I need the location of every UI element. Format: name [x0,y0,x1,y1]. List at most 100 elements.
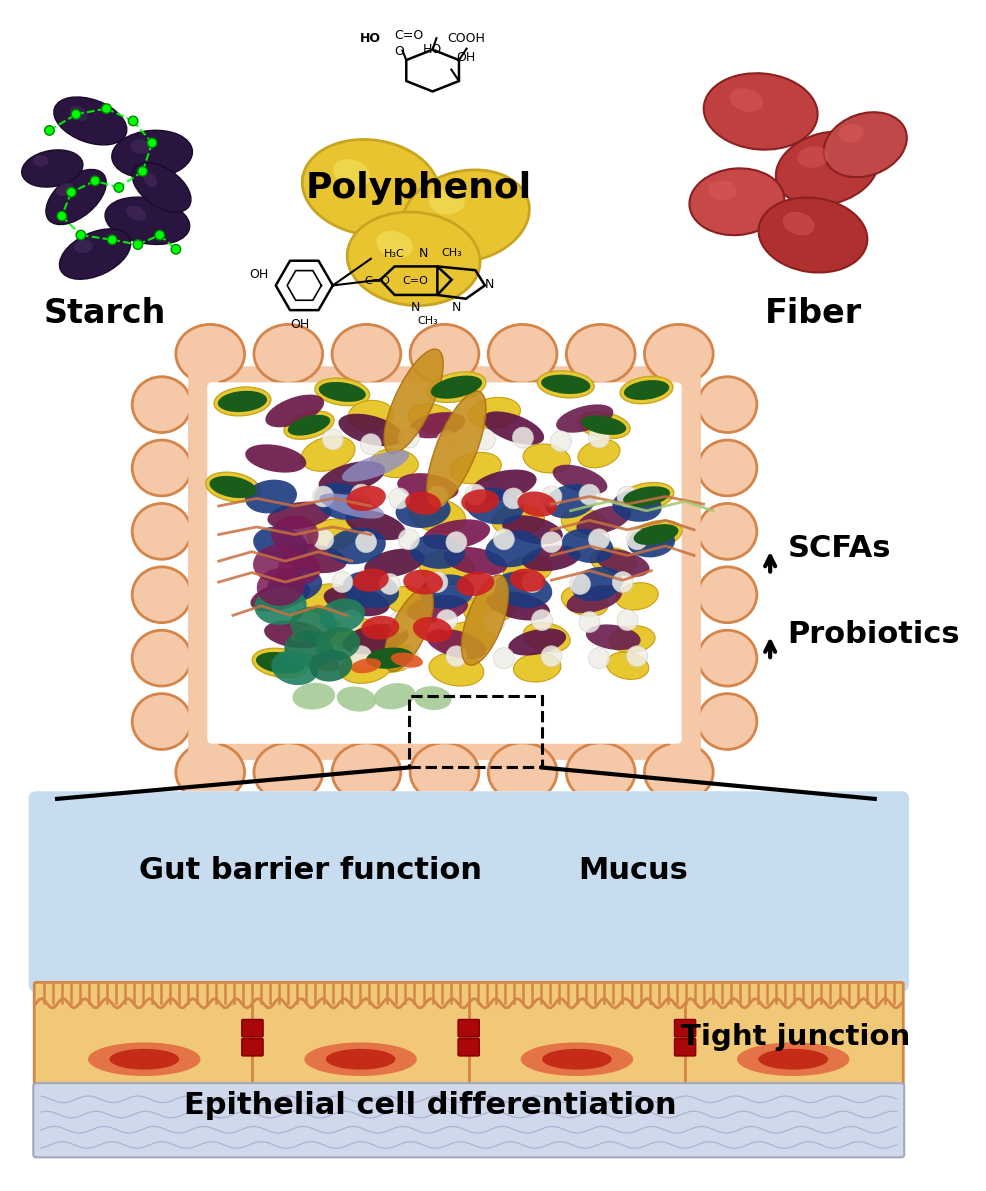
Circle shape [474,574,495,594]
Circle shape [102,104,111,113]
Circle shape [351,646,372,667]
Text: O: O [394,45,404,58]
Ellipse shape [271,650,318,685]
Text: Mucus: Mucus [578,855,688,885]
Circle shape [465,485,486,505]
Text: Starch: Starch [43,297,166,330]
Ellipse shape [143,173,157,187]
Circle shape [503,488,524,509]
Circle shape [579,485,599,505]
Text: C=O: C=O [365,275,390,286]
Ellipse shape [419,551,474,585]
Ellipse shape [132,630,191,686]
Ellipse shape [246,444,307,473]
Ellipse shape [267,568,322,603]
Ellipse shape [465,487,524,524]
Ellipse shape [254,324,322,384]
Text: C=O: C=O [402,275,429,286]
Ellipse shape [561,509,608,538]
FancyBboxPatch shape [674,1019,695,1036]
Ellipse shape [56,182,73,197]
Text: N: N [411,301,420,313]
Ellipse shape [278,551,320,585]
FancyBboxPatch shape [242,1019,263,1036]
Ellipse shape [523,545,581,572]
Ellipse shape [798,146,828,168]
Text: Polyphenol: Polyphenol [306,172,531,205]
Ellipse shape [567,585,622,613]
Text: N: N [485,278,494,291]
Ellipse shape [318,461,386,494]
Ellipse shape [364,549,425,578]
Ellipse shape [131,139,151,154]
Ellipse shape [698,441,757,495]
Ellipse shape [429,653,484,686]
Ellipse shape [132,441,191,495]
Ellipse shape [132,693,191,749]
Ellipse shape [206,472,260,501]
Ellipse shape [468,398,521,429]
Ellipse shape [591,548,636,575]
Ellipse shape [253,544,299,581]
Circle shape [626,529,648,550]
Circle shape [589,428,609,448]
Ellipse shape [427,391,486,506]
Ellipse shape [347,212,480,306]
Ellipse shape [253,526,308,562]
Ellipse shape [552,464,607,494]
Ellipse shape [698,567,757,623]
FancyBboxPatch shape [458,1019,479,1036]
Ellipse shape [209,476,256,498]
FancyBboxPatch shape [29,791,909,1162]
Text: Gut barrier function: Gut barrier function [139,855,482,885]
Ellipse shape [403,569,443,594]
Ellipse shape [485,530,541,567]
Circle shape [612,572,633,593]
Ellipse shape [252,648,309,678]
Ellipse shape [245,480,297,513]
Ellipse shape [409,412,465,438]
Circle shape [541,531,562,553]
Circle shape [138,167,147,176]
Ellipse shape [410,535,464,569]
Ellipse shape [503,556,552,586]
Text: C=O: C=O [394,29,423,42]
Ellipse shape [267,501,331,530]
Ellipse shape [353,568,388,592]
Ellipse shape [387,586,432,616]
Ellipse shape [384,349,444,454]
Ellipse shape [293,682,335,710]
Ellipse shape [413,617,453,642]
Ellipse shape [176,743,245,802]
Circle shape [57,211,67,220]
Text: Epithelial cell differentiation: Epithelial cell differentiation [183,1091,676,1120]
Ellipse shape [264,621,325,648]
Ellipse shape [426,629,486,659]
FancyBboxPatch shape [674,1019,695,1036]
Circle shape [332,572,353,593]
Ellipse shape [284,630,333,667]
Ellipse shape [218,391,267,412]
Ellipse shape [46,169,106,225]
Ellipse shape [627,526,675,557]
Text: SCFAs: SCFAs [787,535,890,563]
Ellipse shape [561,586,608,616]
Circle shape [484,611,505,632]
Ellipse shape [620,376,673,404]
Ellipse shape [566,743,635,802]
Ellipse shape [351,659,382,673]
Ellipse shape [581,416,626,435]
Ellipse shape [340,651,392,684]
Circle shape [380,574,400,594]
Circle shape [541,486,562,507]
Ellipse shape [346,486,386,511]
Ellipse shape [132,567,191,623]
FancyBboxPatch shape [458,1039,479,1055]
Ellipse shape [630,520,682,549]
Circle shape [626,646,648,667]
Ellipse shape [342,450,409,481]
Ellipse shape [578,412,630,438]
Ellipse shape [343,624,408,654]
Ellipse shape [586,624,641,650]
Circle shape [446,531,466,553]
